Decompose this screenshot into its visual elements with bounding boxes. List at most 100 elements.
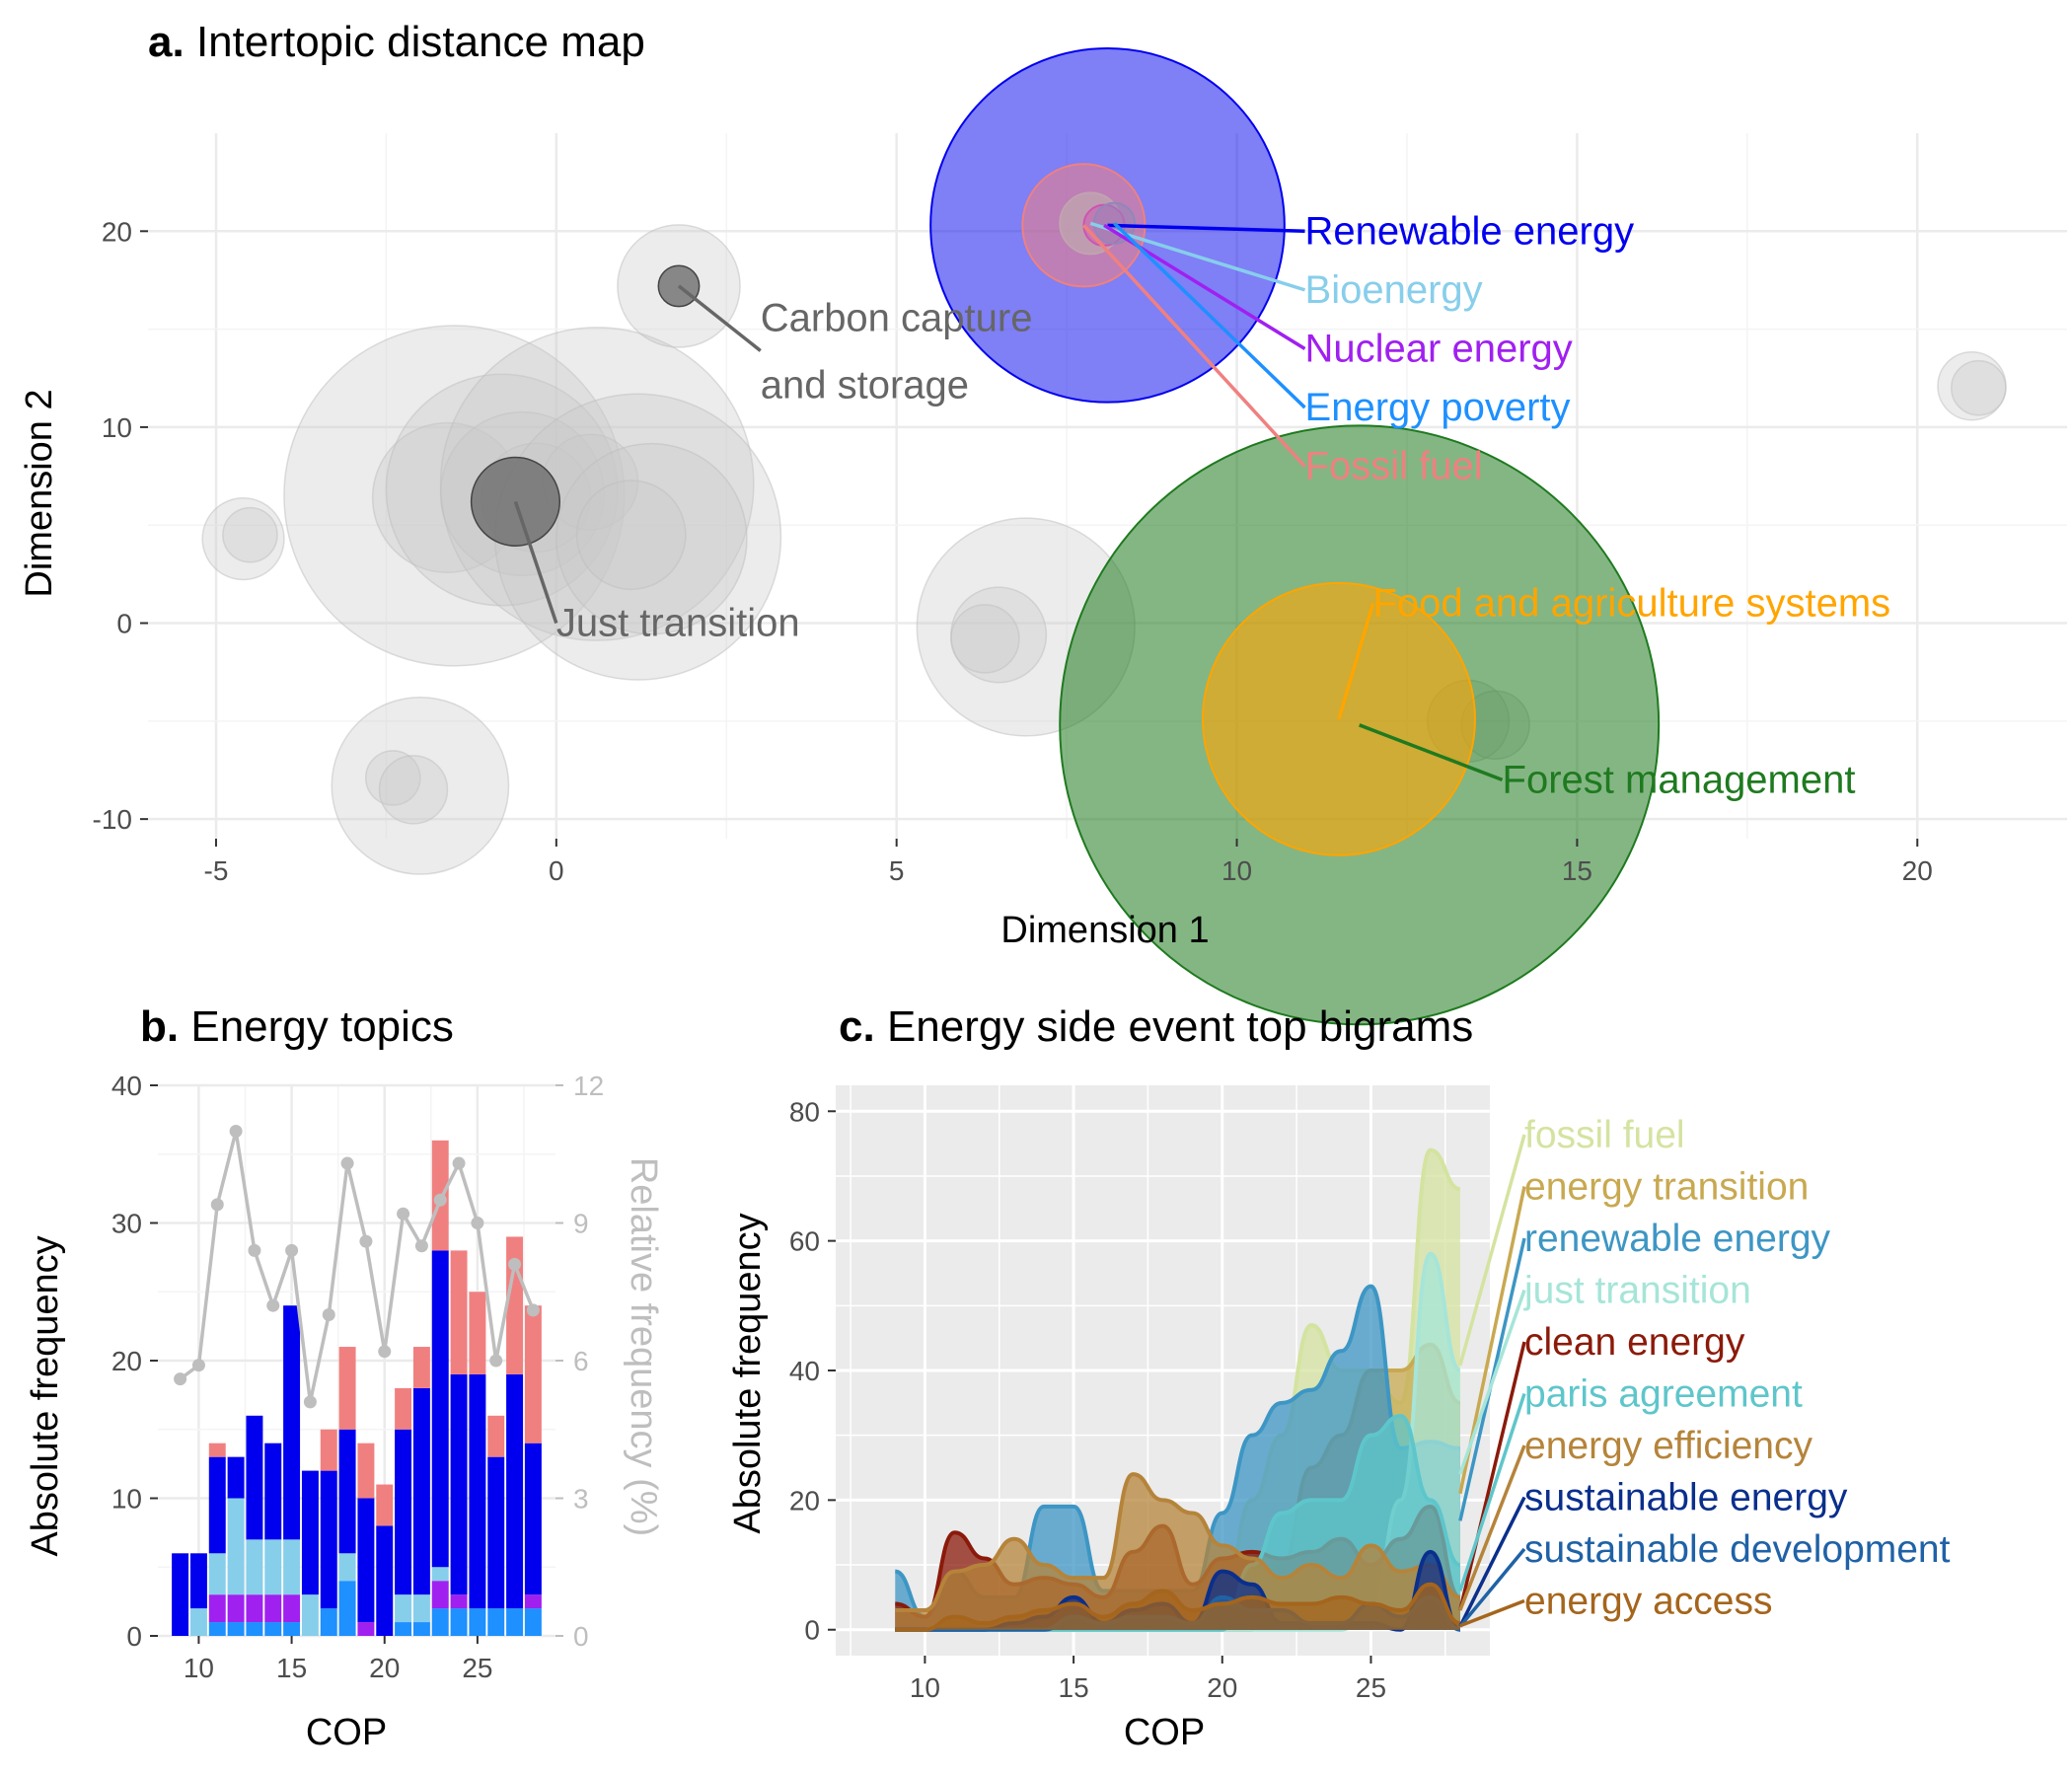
bar-bioenergy — [189, 1608, 207, 1636]
y-tick-label: 0 — [116, 609, 132, 639]
bar-bioenergy — [338, 1553, 356, 1582]
bar-renewable-energy — [338, 1429, 356, 1554]
bar-energy-poverty — [487, 1608, 505, 1636]
bar-renewable-energy — [189, 1553, 207, 1609]
leader-line-just-transition — [513, 500, 558, 625]
series-label-sustainable-energy: sustainable energy — [1524, 1477, 1848, 1519]
y-tick-label: 20 — [102, 216, 132, 247]
bar-bioenergy — [246, 1539, 263, 1595]
bar-bioenergy — [227, 1498, 245, 1595]
x-tick-label: 25 — [1356, 1672, 1386, 1703]
relative-frequency-point — [303, 1395, 317, 1409]
topic-label-forest-management: Forest management — [1503, 758, 1856, 801]
bar-bioenergy — [283, 1539, 301, 1595]
panel-a-y-axis-title: Dimension 2 — [19, 389, 60, 597]
y-tick-label: 20 — [111, 1346, 142, 1376]
leader-line-forest-management — [1359, 723, 1504, 782]
bar-energy-poverty — [506, 1608, 524, 1636]
bar-nuclear-energy — [208, 1594, 226, 1623]
leader-line-renewable-energy — [1107, 223, 1305, 234]
bar-fossil-fuel — [412, 1347, 430, 1388]
label-connector-just-transition — [1458, 1289, 1526, 1475]
relative-frequency-point — [210, 1198, 224, 1212]
bar-energy-poverty — [395, 1622, 412, 1636]
x-tick-label: 15 — [1562, 855, 1592, 886]
bar-renewable-energy — [506, 1373, 524, 1609]
relative-frequency-point — [340, 1156, 354, 1170]
topic-label-bioenergy: Bioenergy — [1305, 268, 1483, 312]
x-tick-label: 20 — [1902, 855, 1933, 886]
topic-label-line: and storage — [761, 363, 969, 407]
y-tick-label: 20 — [789, 1485, 820, 1516]
bar-fossil-fuel — [208, 1443, 226, 1457]
bar-nuclear-energy — [357, 1622, 375, 1636]
bar-renewable-energy — [412, 1387, 430, 1595]
background-topic-bubble — [222, 506, 278, 563]
x-tick-label: 25 — [462, 1653, 492, 1683]
bar-renewable-energy — [357, 1498, 375, 1623]
panel-b-energy-topics: b. Energy topics 10 15 20 25 0 10 20 30 40 0 3 6 9 12… — [25, 1002, 664, 1753]
relative-frequency-point — [397, 1207, 410, 1221]
bar-renewable-energy — [376, 1525, 394, 1636]
y-tick-label: -10 — [93, 804, 132, 835]
panel-b-label: b. — [140, 1002, 179, 1051]
label-connector-energy-access — [1459, 1598, 1525, 1628]
bar-energy-poverty — [320, 1608, 337, 1636]
bar-renewable-energy — [524, 1443, 542, 1595]
relative-frequency-point — [526, 1303, 540, 1317]
relative-frequency-point — [322, 1308, 335, 1321]
area-energy-efficiency — [895, 1474, 1460, 1630]
bar-renewable-energy — [264, 1443, 282, 1540]
topic-label-energy-poverty: Energy poverty — [1305, 386, 1571, 429]
bar-renewable-energy — [487, 1456, 505, 1609]
x-tick-label: 10 — [910, 1672, 940, 1703]
bar-renewable-energy — [431, 1250, 449, 1568]
panel-c-title-text: Energy side event top bigrams — [887, 1002, 1473, 1051]
series-label-paris-agreement: paris agreement — [1524, 1373, 1803, 1416]
bar-fossil-fuel — [469, 1292, 486, 1374]
leader-line-energy-poverty — [1113, 222, 1306, 409]
bar-fossil-fuel — [338, 1347, 356, 1430]
bar-nuclear-energy — [450, 1594, 468, 1609]
bar-renewable-energy — [395, 1429, 412, 1595]
label-connector-fossil-fuel — [1458, 1134, 1526, 1367]
bar-fossil-fuel — [487, 1415, 505, 1457]
background-topic-bubble — [283, 325, 626, 667]
bar-energy-poverty — [412, 1622, 430, 1636]
panel-a-title-text: Intertopic distance map — [196, 18, 645, 66]
panel-b-title-text: Energy topics — [190, 1002, 454, 1051]
bar-nuclear-energy — [264, 1594, 282, 1623]
x-tick-label: 10 — [1221, 855, 1252, 886]
series-label-energy-transition: energy transition — [1524, 1166, 1809, 1209]
panel-b-title: b. Energy topics — [140, 1002, 454, 1051]
panel-c-axes: 10 15 20 25 0 20 40 60 80 — [789, 1096, 1386, 1703]
y-tick-label: 10 — [111, 1484, 142, 1515]
bar-renewable-energy — [469, 1373, 486, 1609]
bar-energy-poverty — [450, 1608, 468, 1636]
relative-frequency-point — [378, 1345, 392, 1359]
series-label-clean-energy: clean energy — [1524, 1321, 1745, 1364]
area-outline-energy-access — [895, 1582, 1461, 1632]
bar-energy-poverty — [227, 1622, 245, 1636]
leader-line-food-and-agriculture-systems — [1337, 603, 1375, 720]
topic-label-line: Carbon capture — [761, 296, 1033, 339]
bar-fossil-fuel — [506, 1236, 524, 1374]
y2-tick-label: 0 — [573, 1621, 589, 1652]
background-topic-bubble — [439, 327, 755, 641]
bar-renewable-energy — [172, 1553, 189, 1636]
panel-c-y-axis-title: Absolute frequency — [727, 1213, 769, 1533]
x-tick-label: 15 — [276, 1653, 307, 1683]
x-tick-label: 10 — [184, 1653, 214, 1683]
relative-frequency-point — [174, 1372, 187, 1386]
series-label-fossil-fuel: fossil fuel — [1524, 1114, 1685, 1156]
y-tick-label: 10 — [102, 412, 132, 443]
bar-renewable-energy — [450, 1373, 468, 1595]
relative-frequency-point — [433, 1193, 447, 1207]
bar-bioenergy — [264, 1539, 282, 1595]
bar-energy-poverty — [208, 1622, 226, 1636]
bar-renewable-energy — [301, 1470, 319, 1595]
bar-fossil-fuel — [450, 1250, 468, 1374]
relative-frequency-point — [471, 1217, 484, 1229]
y2-tick-label: 9 — [573, 1209, 589, 1239]
panel-a-bubbles — [201, 47, 2007, 1026]
